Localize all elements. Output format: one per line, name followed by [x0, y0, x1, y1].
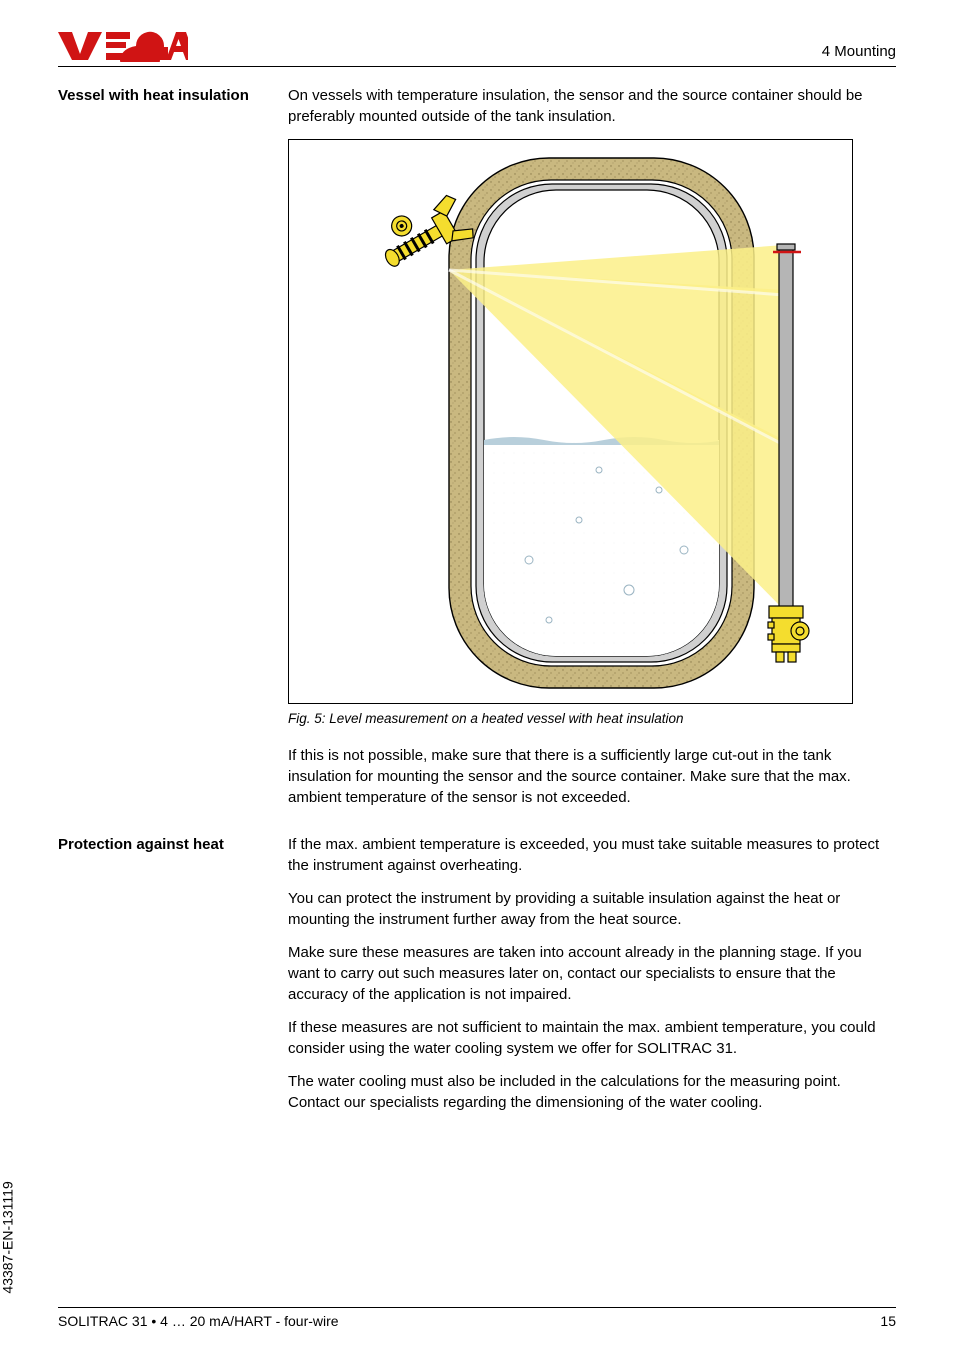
footer-page-number: 15 — [880, 1312, 896, 1332]
heading-protection-heat: Protection against heat — [58, 834, 258, 1125]
para-s2-4: The water cooling must also be included … — [288, 1071, 896, 1113]
para-s2-1: You can protect the instrument by provid… — [288, 888, 896, 930]
page-footer: SOLITRAC 31 • 4 … 20 mA/HART - four-wire… — [58, 1307, 896, 1332]
para-s2-2: Make sure these measures are taken into … — [288, 942, 896, 1005]
page-header: 4 Mounting — [58, 30, 896, 67]
para-intro: On vessels with temperature insulation, … — [288, 85, 896, 127]
para-s2-3: If these measures are not sufficient to … — [288, 1017, 896, 1059]
para-s2-0: If the max. ambient temperature is excee… — [288, 834, 896, 876]
doc-id-vertical: 43387-EN-131119 — [0, 1182, 18, 1294]
footer-left: SOLITRAC 31 • 4 … 20 mA/HART - four-wire — [58, 1312, 339, 1332]
figure-caption: Fig. 5: Level measurement on a heated ve… — [288, 710, 896, 729]
section-label: 4 Mounting — [822, 41, 896, 62]
para-after-fig: If this is not possible, make sure that … — [288, 745, 896, 808]
figure-level-measurement — [288, 139, 853, 704]
heading-vessel-insulation: Vessel with heat insulation — [58, 85, 258, 820]
vega-logo — [58, 30, 188, 62]
